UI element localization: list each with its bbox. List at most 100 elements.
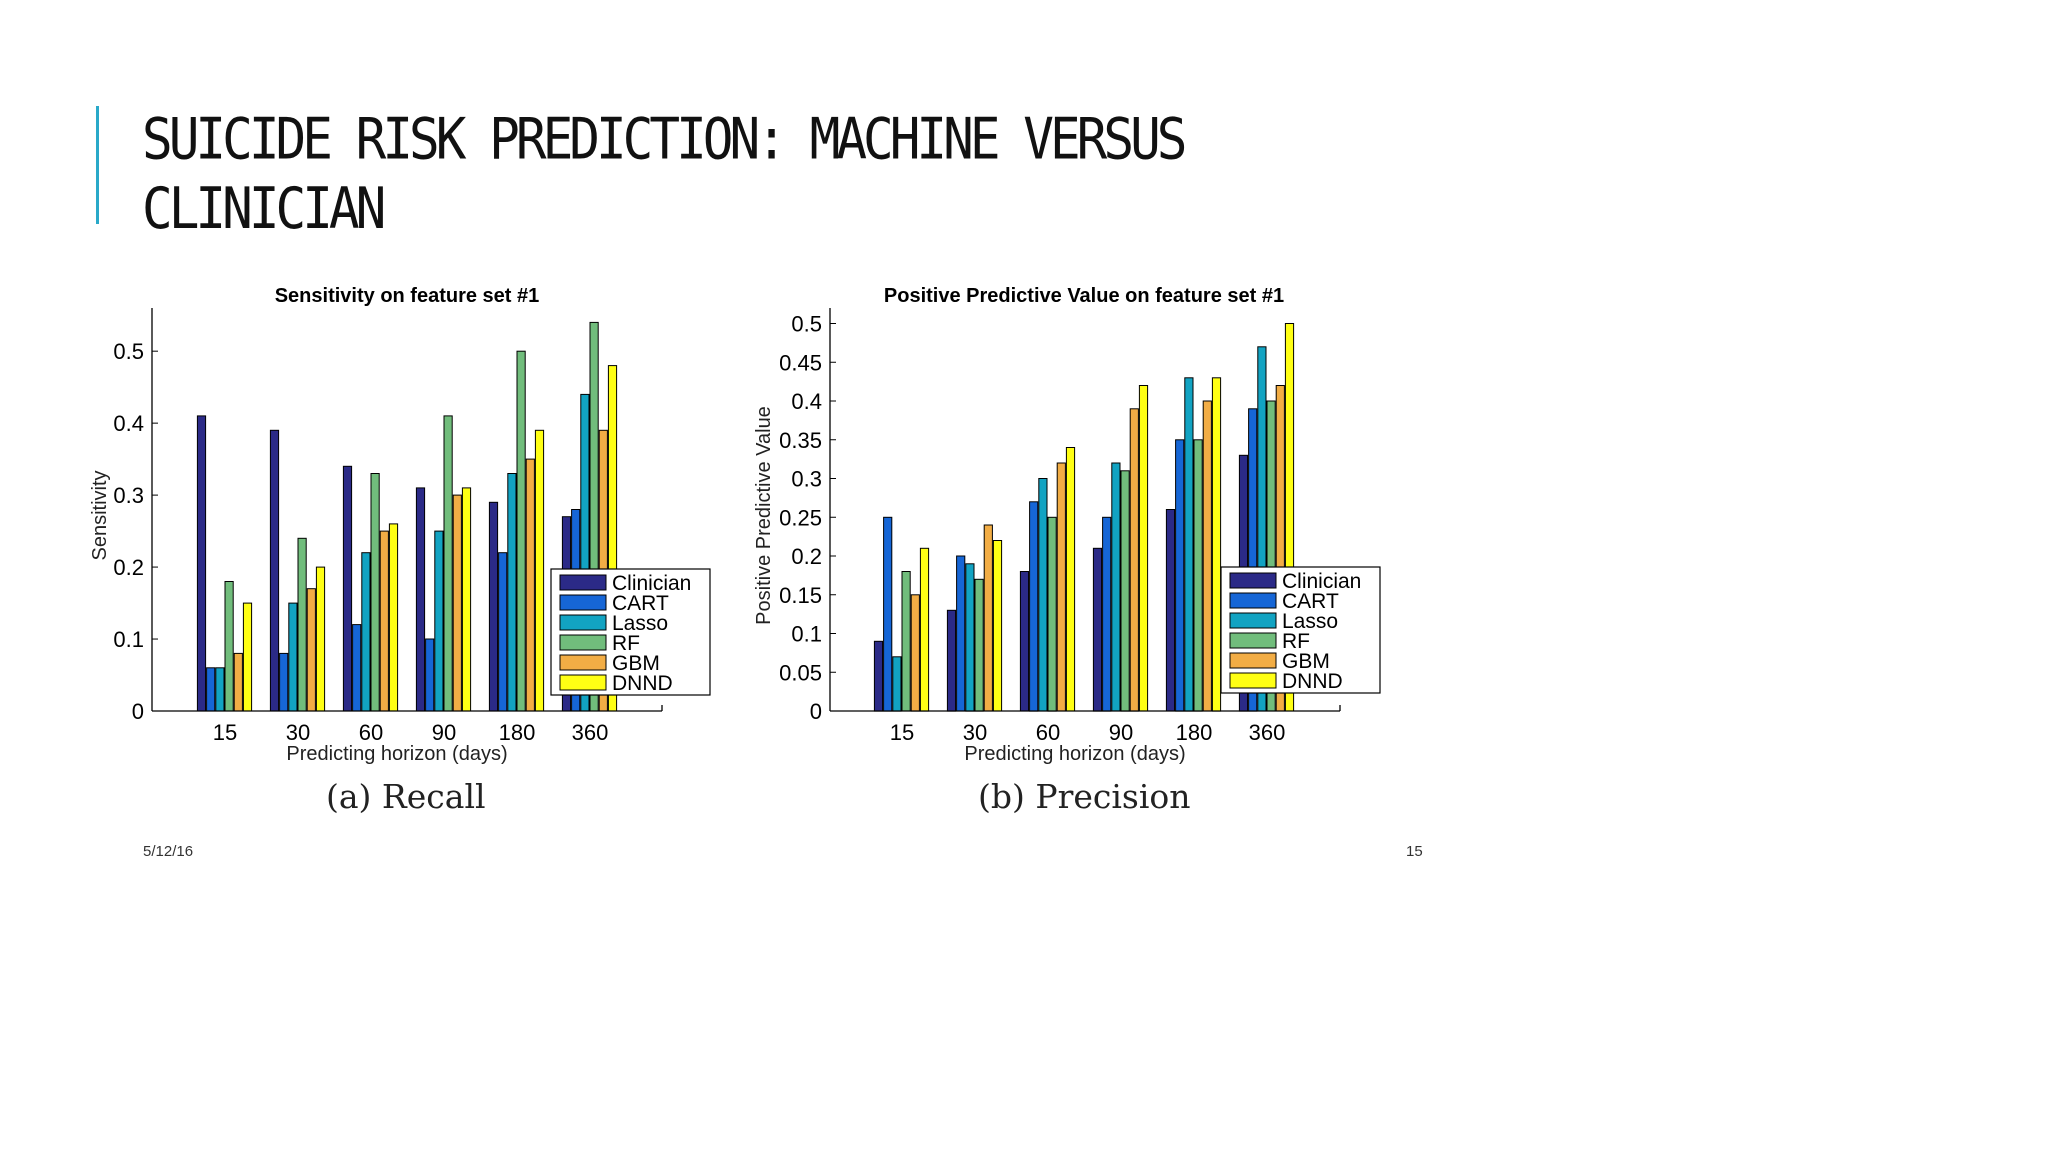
bar-sens-lasso-90 (434, 530, 444, 712)
y-tick-label-sens: 0.4 (113, 411, 144, 436)
bar-ppv-cart-90 (1102, 516, 1112, 712)
bar-sens-lasso-180 (507, 473, 517, 712)
y-tick-label-sens: 0.1 (113, 627, 144, 652)
chart-title-sens: Sensitivity on feature set #1 (275, 285, 540, 307)
bar-sens-cart-90 (425, 638, 435, 712)
bar-sens-rf-30 (297, 537, 307, 712)
slide-date: 5/12/16 (143, 843, 194, 860)
bar-sens-dnnd-90 (461, 487, 472, 712)
x-tick-label-ppv: 15 (890, 720, 914, 745)
legend-label-sens-dnnd: DNND (612, 672, 673, 695)
y-tick-label-ppv: 0.4 (791, 389, 822, 414)
x-axis-label-sens: Predicting horizon (days) (286, 743, 507, 765)
bar-sens-cart-30 (279, 652, 289, 712)
bar-ppv-clinician-90 (1092, 547, 1103, 712)
bar-ppv-lasso-60 (1038, 478, 1048, 712)
bar-sens-rf-60 (370, 473, 380, 712)
legend-label-sens-cart: CART (612, 592, 669, 615)
y-tick-label-sens: 0 (132, 699, 144, 724)
legend-swatch-ppv-clinician (1229, 572, 1277, 589)
bar-sens-gbm-60 (379, 530, 389, 712)
y-tick-label-ppv: 0.25 (779, 505, 822, 530)
legend-swatch-ppv-lasso (1229, 612, 1277, 629)
bar-ppv-lasso-15 (892, 656, 902, 712)
x-tick-label-ppv: 30 (963, 720, 987, 745)
bar-ppv-gbm-15 (910, 594, 920, 712)
y-axis-label-ppv: Positive Predictive Value (753, 406, 775, 625)
bar-ppv-dnnd-90 (1138, 385, 1149, 712)
x-tick-label-ppv: 60 (1036, 720, 1060, 745)
bar-ppv-lasso-180 (1184, 377, 1194, 712)
x-tick-label-ppv: 180 (1176, 720, 1213, 745)
bar-sens-gbm-180 (525, 458, 535, 712)
y-tick-label-ppv: 0.05 (779, 660, 822, 685)
bar-ppv-lasso-30 (965, 563, 975, 712)
bar-ppv-clinician-30 (946, 609, 957, 712)
bar-sens-dnnd-180 (534, 429, 545, 712)
bar-ppv-cart-60 (1029, 501, 1039, 712)
bar-ppv-clinician-60 (1019, 571, 1030, 712)
x-tick-label-sens: 30 (286, 720, 310, 745)
legend-label-ppv-cart: CART (1282, 590, 1339, 613)
legend-swatch-ppv-dnnd (1229, 672, 1277, 689)
legend-label-sens-gbm: GBM (612, 652, 660, 675)
x-tick-label-sens: 60 (359, 720, 383, 745)
y-tick-label-ppv: 0.1 (791, 622, 822, 647)
bar-sens-dnnd-15 (242, 602, 253, 712)
bar-ppv-dnnd-30 (992, 540, 1003, 712)
x-tick-label-sens: 90 (432, 720, 456, 745)
y-tick-label-ppv: 0.2 (791, 544, 822, 569)
bar-sens-gbm-15 (233, 652, 243, 712)
y-tick-label-sens: 0.2 (113, 555, 144, 580)
legend-swatch-sens-gbm (559, 654, 607, 671)
x-axis-label-ppv: Predicting horizon (days) (964, 743, 1185, 765)
charts-canvas: Sensitivity on feature set #1 0 0.1 0.2 0.3 0… (89, 285, 1381, 765)
legend-label-ppv-lasso: Lasso (1282, 610, 1338, 633)
legend-label-ppv-gbm: GBM (1282, 650, 1330, 673)
bar-sens-lasso-30 (288, 602, 298, 712)
y-tick-label-ppv: 0 (810, 699, 822, 724)
bar-sens-lasso-60 (361, 552, 371, 712)
bar-ppv-gbm-30 (983, 524, 993, 712)
bar-ppv-rf-30 (974, 578, 984, 712)
legend-label-sens-clinician: Clinician (612, 572, 691, 595)
bar-ppv-rf-180 (1193, 439, 1203, 712)
caption-recall: (a) Recall (326, 777, 486, 816)
y-tick-label-ppv: 0.15 (779, 583, 822, 608)
bar-sens-rf-180 (516, 350, 526, 712)
legend-swatch-sens-lasso (559, 614, 607, 631)
bar-ppv-cart-15 (883, 516, 893, 712)
bar-sens-cart-60 (352, 624, 362, 712)
bar-sens-clinician-90 (415, 487, 426, 712)
y-tick-label-sens: 0.3 (113, 483, 144, 508)
title-accent-bar (96, 106, 99, 224)
x-tick-label-ppv: 90 (1109, 720, 1133, 745)
legend-label-ppv-clinician: Clinician (1282, 570, 1361, 593)
bar-ppv-gbm-60 (1056, 462, 1066, 712)
legend-swatch-ppv-cart (1229, 592, 1277, 609)
bar-ppv-dnnd-180 (1211, 377, 1222, 712)
caption-precision: (b) Precision (978, 777, 1191, 816)
bar-sens-clinician-15 (196, 415, 207, 712)
legend-swatch-sens-clinician (559, 574, 607, 591)
bar-sens-rf-15 (224, 581, 234, 712)
x-tick-label-sens: 360 (572, 720, 609, 745)
bar-ppv-lasso-90 (1111, 462, 1121, 712)
legend-swatch-ppv-rf (1229, 632, 1277, 649)
legend-label-ppv-dnnd: DNND (1282, 670, 1343, 693)
bar-sens-clinician-60 (342, 465, 353, 712)
legend-label-sens-lasso: Lasso (612, 612, 668, 635)
slide-page-number: 15 (1406, 843, 1423, 860)
legend-swatch-sens-dnnd (559, 674, 607, 691)
bar-ppv-clinician-180 (1165, 509, 1176, 712)
legend-swatch-ppv-gbm (1229, 652, 1277, 669)
legend-swatch-sens-cart (559, 594, 607, 611)
bar-ppv-dnnd-15 (919, 547, 930, 712)
y-tick-label-ppv: 0.5 (791, 312, 822, 337)
y-tick-label-ppv: 0.35 (779, 428, 822, 453)
bar-ppv-clinician-15 (873, 640, 884, 712)
x-tick-label-sens: 15 (213, 720, 237, 745)
bar-ppv-rf-15 (901, 571, 911, 712)
slide-title: SUICIDE RISK PREDICTION: MACHINE VERSUS … (142, 107, 1187, 243)
bar-sens-gbm-30 (306, 588, 316, 712)
